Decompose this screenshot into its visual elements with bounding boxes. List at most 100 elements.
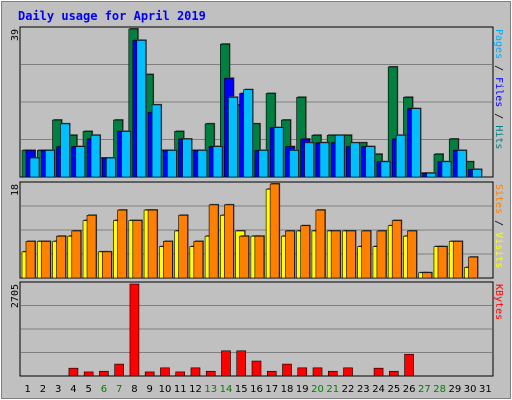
bar-sites-day-22 bbox=[346, 230, 356, 279]
bar-kbytes-day-21 bbox=[327, 370, 338, 377]
day-label-27: 27 bbox=[418, 384, 431, 395]
max-label-mid: 18 bbox=[10, 184, 21, 196]
bar-kbytes-day-19 bbox=[297, 367, 308, 377]
bar-kbytes-day-13 bbox=[205, 370, 216, 377]
bar-sites-day-4 bbox=[71, 230, 82, 279]
day-label-14: 14 bbox=[220, 384, 233, 395]
side-legend-top: Pages / Files / Hits bbox=[493, 29, 504, 149]
bar-sites-day-8 bbox=[132, 220, 143, 279]
bar-sites-day-28 bbox=[437, 246, 448, 279]
day-label-31: 31 bbox=[479, 384, 492, 395]
bar-pages-day-26 bbox=[411, 108, 421, 178]
bar-kbytes-day-20 bbox=[312, 367, 323, 377]
bar-pages-day-29 bbox=[456, 150, 467, 178]
bar-pages-day-27 bbox=[426, 172, 437, 178]
bar-pages-day-9 bbox=[151, 104, 162, 178]
bar-sites-day-27 bbox=[422, 272, 433, 279]
day-label-8: 8 bbox=[131, 384, 137, 395]
day-label-2: 2 bbox=[40, 384, 46, 395]
side-legend-bot: KBytes bbox=[493, 284, 504, 320]
bar-kbytes-day-25 bbox=[389, 370, 399, 377]
side-legend-segment: / bbox=[493, 59, 504, 77]
bar-pages-day-20 bbox=[319, 142, 330, 178]
day-label-7: 7 bbox=[116, 384, 122, 395]
bar-sites-day-17 bbox=[269, 183, 280, 279]
bar-sites-day-10 bbox=[163, 241, 173, 279]
bar-pages-day-2 bbox=[44, 150, 55, 178]
side-legend-segment: / bbox=[493, 107, 504, 125]
day-label-11: 11 bbox=[174, 384, 187, 395]
day-label-28: 28 bbox=[433, 384, 446, 395]
bar-kbytes-day-6 bbox=[99, 370, 109, 377]
bar-pages-day-30 bbox=[472, 169, 482, 178]
bar-kbytes-day-8 bbox=[129, 283, 140, 377]
bar-sites-day-15 bbox=[239, 235, 249, 279]
bar-pages-day-5 bbox=[90, 134, 101, 178]
bar-sites-day-20 bbox=[315, 209, 326, 279]
bar-sites-day-23 bbox=[361, 230, 371, 279]
bar-kbytes-day-9 bbox=[144, 371, 155, 377]
bar-pages-day-18 bbox=[289, 150, 299, 178]
day-label-9: 9 bbox=[147, 384, 153, 395]
bar-kbytes-day-26 bbox=[404, 353, 414, 377]
bar-kbytes-day-5 bbox=[83, 371, 94, 377]
bar-kbytes-day-18 bbox=[282, 363, 292, 377]
day-label-29: 29 bbox=[448, 384, 461, 395]
bar-pages-day-10 bbox=[167, 150, 177, 178]
bar-sites-day-16 bbox=[254, 235, 265, 279]
day-label-16: 16 bbox=[250, 384, 263, 395]
day-label-15: 15 bbox=[235, 384, 248, 395]
day-label-17: 17 bbox=[265, 384, 278, 395]
bar-kbytes-day-7 bbox=[114, 363, 124, 377]
bar-pages-day-1 bbox=[29, 157, 40, 178]
day-label-12: 12 bbox=[189, 384, 202, 395]
bar-sites-day-6 bbox=[101, 251, 112, 279]
day-label-4: 4 bbox=[70, 384, 76, 395]
bar-kbytes-day-12 bbox=[190, 367, 201, 377]
bar-pages-day-4 bbox=[75, 146, 86, 178]
bar-pages-day-6 bbox=[105, 157, 116, 178]
day-label-21: 21 bbox=[326, 384, 339, 395]
day-label-24: 24 bbox=[372, 384, 385, 395]
side-legend-segment: Files bbox=[493, 77, 504, 107]
chart-title: Daily usage for April 2019 bbox=[18, 9, 206, 23]
bar-pages-day-16 bbox=[258, 150, 269, 178]
day-label-20: 20 bbox=[311, 384, 324, 395]
bar-pages-day-25 bbox=[395, 134, 406, 178]
day-label-26: 26 bbox=[403, 384, 416, 395]
bar-sites-day-24 bbox=[376, 230, 387, 279]
bar-sites-day-21 bbox=[330, 230, 341, 279]
bar-kbytes-day-22 bbox=[343, 367, 353, 377]
day-label-22: 22 bbox=[342, 384, 355, 395]
bar-sites-day-19 bbox=[300, 225, 310, 279]
day-label-1: 1 bbox=[24, 384, 30, 395]
bar-sites-day-30 bbox=[468, 256, 478, 279]
bar-kbytes-day-14 bbox=[221, 350, 231, 377]
bar-pages-day-3 bbox=[60, 123, 70, 178]
bar-pages-day-22 bbox=[350, 142, 360, 178]
bar-pages-day-21 bbox=[334, 134, 345, 178]
bar-sites-day-7 bbox=[117, 209, 127, 279]
bar-kbytes-day-15 bbox=[236, 350, 247, 377]
bar-sites-day-29 bbox=[452, 241, 463, 279]
bar-sites-day-25 bbox=[391, 220, 402, 279]
side-legend-segment: KBytes bbox=[493, 284, 504, 320]
max-label-bot: 2705 bbox=[10, 284, 21, 308]
day-label-3: 3 bbox=[55, 384, 61, 395]
bar-pages-day-24 bbox=[380, 161, 391, 178]
side-legend-segment: / bbox=[493, 214, 504, 232]
day-label-13: 13 bbox=[204, 384, 217, 395]
bar-kbytes-day-10 bbox=[160, 367, 170, 377]
day-label-25: 25 bbox=[387, 384, 400, 395]
bar-pages-day-13 bbox=[212, 146, 223, 178]
day-label-5: 5 bbox=[85, 384, 91, 395]
day-label-23: 23 bbox=[357, 384, 370, 395]
bar-sites-day-9 bbox=[147, 209, 158, 279]
side-legend-segment: Visits bbox=[493, 232, 504, 268]
max-label-top: 39 bbox=[10, 29, 21, 41]
bar-pages-day-23 bbox=[365, 146, 375, 178]
bar-kbytes-day-4 bbox=[68, 367, 79, 377]
